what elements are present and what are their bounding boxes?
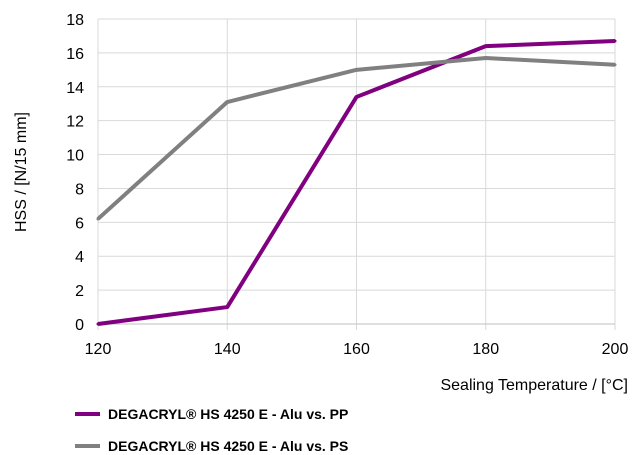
- y-tick-label: 10: [66, 148, 84, 165]
- y-tick-label: 18: [66, 12, 84, 29]
- data-point: [355, 95, 358, 99]
- y-axis-label: HSS / [N/15 mm]: [13, 112, 30, 232]
- data-point: [96, 217, 100, 221]
- legend: DEGACRYL® HS 4250 E - Alu vs. PP DEGACRY…: [75, 406, 348, 454]
- series-lines: [96, 39, 617, 326]
- x-tick-label: 180: [472, 341, 499, 358]
- data-point: [613, 39, 617, 43]
- legend-label-ps: DEGACRYL® HS 4250 E - Alu vs. PS: [108, 438, 348, 454]
- x-tick-label: 140: [214, 341, 241, 358]
- tick-labels: 0 2 4 6 8 10 12 14 16 18 120 140 160 180 200: [66, 12, 628, 358]
- y-tick-label: 0: [75, 317, 84, 334]
- data-point: [613, 63, 617, 67]
- data-point: [96, 322, 100, 326]
- data-point: [225, 100, 229, 104]
- data-point: [225, 305, 229, 309]
- legend-label-pp: DEGACRYL® HS 4250 E - Alu vs. PP: [108, 406, 348, 422]
- gridlines: [97, 18, 616, 330]
- x-axis-label: Sealing Temperature / [°C]: [440, 377, 628, 394]
- x-tick-label: 200: [602, 341, 629, 358]
- data-point: [484, 56, 488, 60]
- y-tick-label: 12: [66, 114, 84, 131]
- y-tick-label: 8: [75, 181, 84, 198]
- y-tick-label: 4: [75, 249, 84, 266]
- x-tick-label: 120: [85, 341, 112, 358]
- y-tick-label: 14: [66, 80, 84, 97]
- y-tick-label: 2: [75, 283, 84, 300]
- y-tick-label: 6: [75, 215, 84, 232]
- y-tick-label: 16: [66, 46, 84, 63]
- data-point: [355, 68, 358, 72]
- x-tick-label: 160: [343, 341, 370, 358]
- data-point: [484, 44, 488, 48]
